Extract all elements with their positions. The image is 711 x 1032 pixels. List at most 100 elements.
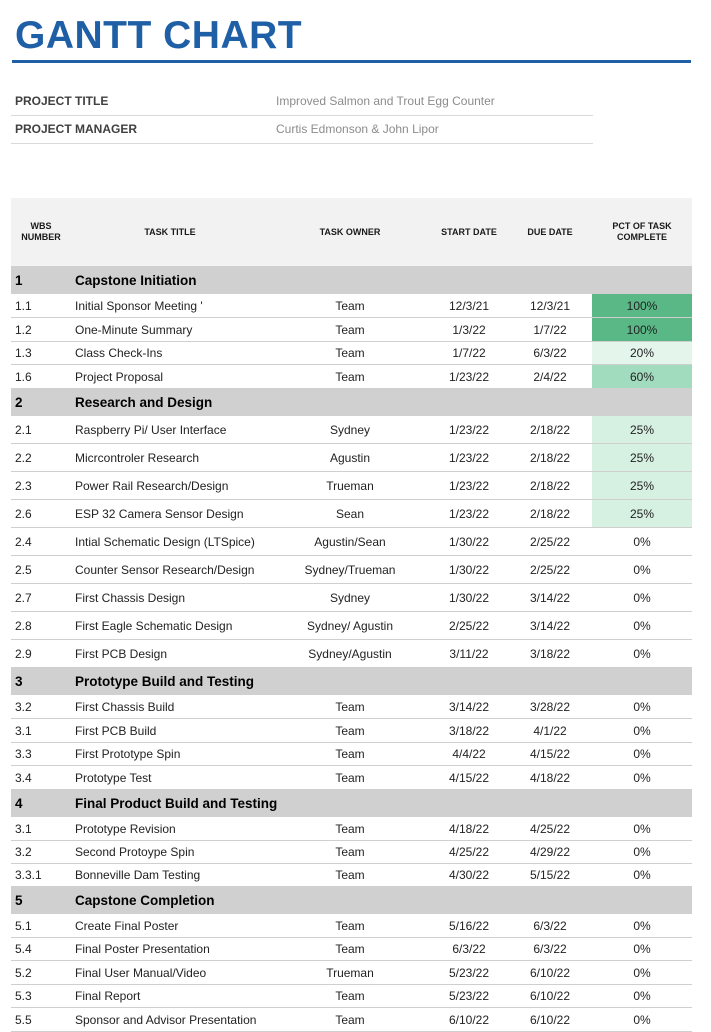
task-owner: Sean (335, 506, 365, 521)
task-due-date: 3/28/22 (529, 699, 571, 714)
task-pct-complete: 100% (626, 298, 658, 313)
task-row: 2.2 Micrcontroler Research Agustin 1/23/22 2… (11, 444, 692, 472)
task-due-date: 2/25/22 (529, 534, 571, 549)
task-wbs: 3.2 (15, 699, 32, 714)
task-row: 3.4 Prototype Test Team 4/15/22 4/18/22 0% (11, 766, 692, 790)
pct-highlight (592, 444, 692, 471)
section-wbs: 1 (15, 272, 23, 288)
task-due-date: 2/18/22 (529, 506, 571, 521)
task-due-date: 6/10/22 (529, 989, 571, 1003)
table-body: 1 Capstone Initiation 1.1 Initial Sponsor M… (11, 266, 692, 1032)
task-title: First PCB Build (75, 723, 157, 738)
task-owner: Team (335, 918, 365, 933)
header-task-title: TASK TITLE (144, 226, 196, 237)
task-title: Sponsor and Advisor Presentation (75, 1012, 257, 1027)
task-row: 2.5 Counter Sensor Research/Design Sydney/… (11, 556, 692, 584)
header-task-owner: TASK OWNER (319, 226, 381, 237)
task-start-date: 1/3/22 (452, 322, 486, 337)
section-title: Final Product Build and Testing (75, 796, 278, 811)
task-wbs: 2.4 (15, 534, 32, 549)
task-pct-complete: 100% (626, 322, 658, 337)
task-wbs: 3.2 (15, 845, 32, 859)
task-owner: Team (335, 942, 365, 956)
task-pct-complete: 0% (633, 845, 651, 859)
pct-highlight (592, 472, 692, 499)
task-pct-complete: 0% (633, 590, 651, 605)
task-pct-complete: 60% (629, 369, 655, 384)
task-due-date: 3/18/22 (529, 646, 571, 661)
task-title: First Eagle Schematic Design (75, 618, 233, 633)
task-title: One-Minute Summary (75, 322, 193, 337)
task-owner: Team (335, 989, 365, 1003)
project-manager-label: PROJECT MANAGER (15, 122, 138, 136)
pct-highlight (592, 342, 692, 364)
task-pct-complete: 0% (633, 770, 651, 785)
task-due-date: 6/3/22 (533, 346, 567, 360)
task-owner: Team (335, 369, 365, 384)
task-start-date: 3/18/22 (448, 723, 490, 738)
section-title: Capstone Completion (75, 893, 215, 908)
task-due-date: 2/4/22 (533, 369, 567, 384)
task-start-date: 1/7/22 (452, 346, 486, 360)
task-due-date: 5/15/22 (529, 868, 571, 882)
task-start-date: 1/23/22 (448, 478, 490, 493)
section-title: Prototype Build and Testing (75, 674, 255, 689)
task-title: Intial Schematic Design (LTSpice) (75, 534, 255, 549)
header-wbs: WBS NUMBER (21, 221, 61, 242)
task-row: 5.1 Create Final Poster Team 5/16/22 6/3/22 0… (11, 914, 692, 938)
task-title: First Chassis Build (75, 699, 175, 714)
task-row: 2.1 Raspberry Pi/ User Interface Sydney 1/2… (11, 416, 692, 444)
task-wbs: 2.2 (15, 450, 32, 465)
task-title: Micrcontroler Research (75, 450, 200, 465)
task-row: 1.6 Project Proposal Team 1/23/22 2/4/22 60% (11, 365, 692, 389)
task-owner: Team (335, 723, 365, 738)
task-row: 3.1 First PCB Build Team 3/18/22 4/1/22 0% (11, 719, 692, 743)
task-wbs: 2.3 (15, 478, 32, 493)
task-pct-complete: 0% (633, 534, 651, 549)
task-due-date: 4/25/22 (529, 821, 571, 836)
task-start-date: 3/11/22 (449, 646, 489, 661)
task-start-date: 5/23/22 (448, 965, 490, 980)
task-due-date: 2/18/22 (529, 478, 571, 493)
task-wbs: 5.3 (15, 989, 32, 1003)
task-title: Final User Manual/Video (75, 965, 207, 980)
section-row: 2 Research and Design (11, 389, 692, 416)
header-start-date: START DATE (441, 226, 497, 237)
task-due-date: 6/10/22 (529, 1012, 571, 1027)
section-title: Research and Design (75, 395, 213, 410)
task-pct-complete: 25% (629, 478, 655, 493)
task-pct-complete: 0% (633, 699, 651, 714)
task-start-date: 5/23/22 (448, 989, 490, 1003)
pct-highlight (592, 416, 692, 443)
section-wbs: 2 (15, 395, 23, 410)
task-title: Prototype Test (75, 770, 152, 785)
section-wbs: 5 (15, 893, 23, 908)
task-pct-complete: 0% (633, 868, 651, 882)
project-info: PROJECT TITLE Improved Salmon and Trout … (11, 88, 593, 144)
pct-highlight (592, 365, 692, 388)
task-pct-complete: 0% (633, 965, 651, 980)
task-start-date: 6/10/22 (448, 1012, 490, 1027)
task-owner: Team (335, 699, 365, 714)
task-start-date: 4/15/22 (448, 770, 490, 785)
task-pct-complete: 25% (629, 450, 655, 465)
section-row: 4 Final Product Build and Testing (11, 790, 692, 817)
task-row: 2.4 Intial Schematic Design (LTSpice) Agus… (11, 528, 692, 556)
task-wbs: 1.1 (15, 298, 32, 313)
project-title-row: PROJECT TITLE Improved Salmon and Trout … (11, 88, 593, 116)
task-owner: Team (335, 868, 365, 882)
task-pct-complete: 25% (629, 422, 655, 437)
task-row: 5.3 Final Report Team 5/23/22 6/10/22 0% (11, 985, 692, 1008)
task-due-date: 4/29/22 (529, 845, 571, 859)
task-title: Power Rail Research/Design (75, 478, 229, 493)
task-due-date: 2/18/22 (529, 422, 571, 437)
task-row: 5.5 Sponsor and Advisor Presentation Team 6… (11, 1008, 692, 1032)
task-due-date: 4/15/22 (529, 747, 571, 761)
task-owner: Team (335, 845, 365, 859)
task-due-date: 6/10/22 (529, 965, 571, 980)
task-wbs: 1.6 (15, 369, 32, 384)
section-title: Capstone Initiation (75, 272, 197, 288)
task-row: 2.7 First Chassis Design Sydney 1/30/22 3/14… (11, 584, 692, 612)
task-owner: Sydney (329, 590, 371, 605)
task-wbs: 5.2 (15, 965, 32, 980)
